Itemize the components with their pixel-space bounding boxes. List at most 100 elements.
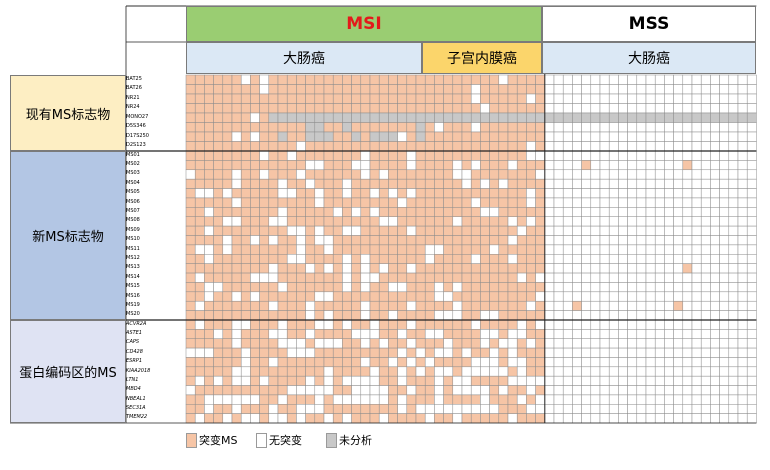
cell-d17s250-37 xyxy=(526,131,536,142)
cell-ms09-33 xyxy=(489,225,500,236)
cell-ltn1-42 xyxy=(572,375,582,386)
cell-d2s123-22 xyxy=(388,141,398,152)
row-label-bat26: BAT26 xyxy=(126,85,142,92)
cell-nr21-18 xyxy=(351,93,362,104)
cell-ms04-0 xyxy=(185,178,196,189)
cell-bat26-35 xyxy=(507,84,518,95)
cell-ms04-34 xyxy=(498,178,509,189)
cell-cd428-10 xyxy=(277,347,288,358)
cell-ltn1-4 xyxy=(222,375,233,386)
cell-ms11-51 xyxy=(654,244,665,255)
cell-nr21-60 xyxy=(737,93,748,104)
cell-caps-41 xyxy=(562,338,573,349)
cell-ms05-25 xyxy=(415,188,426,199)
cell-ms19-33 xyxy=(489,300,500,311)
cell-ms01-35 xyxy=(507,150,518,161)
cell-ms19-21 xyxy=(378,300,389,311)
cell-ms07-32 xyxy=(480,207,490,217)
cell-ms03-11 xyxy=(286,169,297,180)
cell-aste1-57 xyxy=(710,329,720,339)
cell-tmem22-42 xyxy=(572,413,582,424)
cell-acvr2a-35 xyxy=(507,319,518,330)
cell-mbd4-35 xyxy=(507,385,518,396)
cell-acvr2a-21 xyxy=(378,319,389,330)
cell-ms13-2 xyxy=(204,263,214,274)
cell-mbd4-17 xyxy=(342,385,352,396)
cell-mono27-19 xyxy=(360,112,371,123)
cell-ms02-22 xyxy=(388,160,398,171)
cell-d2s123-16 xyxy=(332,141,343,152)
cell-ltn1-56 xyxy=(700,375,711,386)
cell-ms06-44 xyxy=(590,197,601,208)
cell-ltn1-22 xyxy=(388,375,398,386)
cell-sec31a-52 xyxy=(664,404,674,414)
cell-nr24-7 xyxy=(250,103,260,114)
cell-esrp1-21 xyxy=(378,357,389,368)
cell-acvr2a-8 xyxy=(259,319,270,330)
cell-bat26-16 xyxy=(332,84,343,95)
cell-d17s250-2 xyxy=(204,131,214,142)
cell-d2s123-59 xyxy=(728,141,739,152)
cell-ltn1-47 xyxy=(618,375,628,386)
cell-sec31a-30 xyxy=(461,404,472,414)
cell-acvr2a-12 xyxy=(296,319,306,330)
cell-ms16-21 xyxy=(378,291,389,302)
cell-ms01-59 xyxy=(728,150,739,161)
cell-ms01-24 xyxy=(406,150,417,161)
cell-kiaa2018-61 xyxy=(746,366,757,377)
cell-nr21-47 xyxy=(618,93,628,104)
cell-aste1-36 xyxy=(516,329,527,339)
cell-mono27-15 xyxy=(323,112,334,123)
cell-ms19-43 xyxy=(581,300,592,311)
row-label-nr24: NR24 xyxy=(126,104,140,111)
cell-nr24-42 xyxy=(572,103,582,114)
cell-ms20-44 xyxy=(590,310,601,321)
cell-ms08-29 xyxy=(452,216,463,227)
cell-ms16-38 xyxy=(535,291,546,302)
cell-ms03-22 xyxy=(388,169,398,180)
cell-ms12-6 xyxy=(240,254,251,264)
cell-aste1-21 xyxy=(378,329,389,339)
cell-esrp1-20 xyxy=(369,357,380,368)
row-label-tmem22: TMEM22 xyxy=(126,414,148,421)
cell-ms19-13 xyxy=(305,300,316,311)
cell-ms04-18 xyxy=(351,178,362,189)
cell-aste1-61 xyxy=(746,329,757,339)
cell-ms14-30 xyxy=(461,272,472,283)
cell-d5s346-50 xyxy=(645,122,656,133)
cell-aste1-11 xyxy=(286,329,297,339)
cell-ms02-33 xyxy=(489,160,500,171)
cell-ms16-24 xyxy=(406,291,417,302)
cell-caps-7 xyxy=(250,338,260,349)
cell-ms19-31 xyxy=(470,300,481,311)
cell-mbd4-6 xyxy=(240,385,251,396)
cell-d2s123-31 xyxy=(470,141,481,152)
cell-nr21-24 xyxy=(406,93,417,104)
cell-bat26-4 xyxy=(222,84,233,95)
cell-ms12-48 xyxy=(627,254,638,264)
row-label-ms20: MS20 xyxy=(126,311,140,318)
cell-nr24-37 xyxy=(526,103,536,114)
cell-ms12-50 xyxy=(645,254,656,264)
cell-kiaa2018-43 xyxy=(581,366,592,377)
cell-nr21-46 xyxy=(608,93,619,104)
cell-ltn1-14 xyxy=(314,375,325,386)
cell-ms10-34 xyxy=(498,235,509,246)
cell-mono27-49 xyxy=(636,112,647,123)
cell-ms16-13 xyxy=(305,291,316,302)
cell-ms06-48 xyxy=(627,197,638,208)
cell-esrp1-38 xyxy=(535,357,546,368)
cell-esrp1-25 xyxy=(415,357,426,368)
cell-nbeal1-36 xyxy=(516,394,527,405)
cell-ms20-2 xyxy=(204,310,214,321)
legend-na-swatch xyxy=(326,432,337,448)
cell-bat26-57 xyxy=(710,84,720,95)
cell-ms05-21 xyxy=(378,188,389,199)
cell-ms11-2 xyxy=(204,244,214,255)
cell-sec31a-4 xyxy=(222,404,233,414)
cell-ms07-5 xyxy=(231,207,242,217)
cell-ms01-36 xyxy=(516,150,527,161)
cell-acvr2a-13 xyxy=(305,319,316,330)
cell-ms13-39 xyxy=(544,263,555,274)
cell-nr21-28 xyxy=(443,93,454,104)
